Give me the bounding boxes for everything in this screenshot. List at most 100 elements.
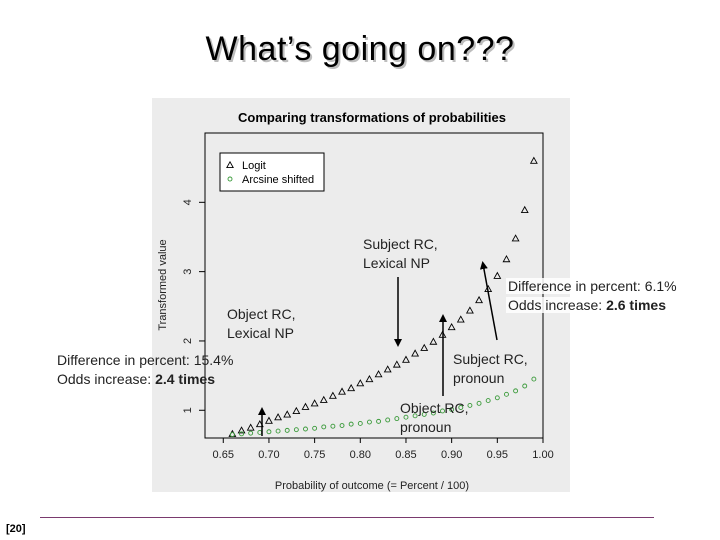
arcsine-point xyxy=(449,407,455,413)
y-tick-label: 3 xyxy=(182,269,194,275)
arcsine-point xyxy=(357,420,363,426)
arcsine-point xyxy=(522,383,528,389)
x-tick-label: 0.90 xyxy=(441,449,462,461)
left-diff-label: Difference in percent: 15.4% xyxy=(57,352,234,368)
annotation-subject-rc-lexical-np-text: Subject RC, Lexical NP xyxy=(363,236,438,271)
x-tick-label: 0.75 xyxy=(304,449,325,461)
axes: 0.65 0.70 0.75 0.80 0.85 0.90 0.95 1.00 1 2 3 4 xyxy=(182,199,554,461)
arcsine-point xyxy=(513,388,519,394)
left-odds-label: Odds increase: xyxy=(57,371,152,387)
arrow-right-diff xyxy=(479,261,498,341)
x-axis-label: Probability of outcome (= Percent / 100) xyxy=(275,480,469,492)
logit-point xyxy=(411,349,420,357)
y-tick-label: 1 xyxy=(182,407,194,413)
logit-point xyxy=(374,370,383,378)
logit-point xyxy=(383,365,392,373)
x-tick-label: 0.95 xyxy=(487,449,508,461)
annotation-subject-rc-lexical-np: Subject RC, Lexical NP xyxy=(363,235,438,273)
arcsine-point xyxy=(458,405,464,410)
logit-point xyxy=(429,337,438,345)
logit-point xyxy=(310,399,319,407)
series-arcsine-shifted xyxy=(229,376,537,437)
logit-point xyxy=(347,383,356,392)
arcsine-point xyxy=(403,414,409,420)
arcsine-point xyxy=(248,430,254,436)
arcsine-point xyxy=(531,376,537,382)
annotation-subject-rc-pronoun-text: Subject RC, pronoun xyxy=(453,351,528,386)
arcsine-point xyxy=(275,428,281,434)
legend-label: Arcsine shifted xyxy=(242,174,314,186)
logit-point xyxy=(319,395,328,403)
logit-point xyxy=(420,343,429,351)
footer-rule xyxy=(40,517,654,518)
arcsine-point xyxy=(412,413,418,419)
logit-point xyxy=(402,355,410,363)
arcsine-point xyxy=(330,423,336,429)
legend-label: Logit xyxy=(242,160,266,172)
logit-point xyxy=(511,234,520,242)
logit-point xyxy=(465,306,474,314)
x-tick-label: 0.85 xyxy=(395,449,416,461)
logit-point xyxy=(274,413,283,421)
legend: Logit Arcsine shifted xyxy=(219,152,325,192)
annotation-left-difference: Difference in percent: 15.4% Odds increa… xyxy=(57,351,233,389)
arcsine-point xyxy=(229,432,235,437)
slide-title: What’s going on??? xyxy=(205,30,515,68)
right-diff-label: Difference in percent: 6.1% xyxy=(506,278,679,294)
logit-point xyxy=(447,322,456,331)
logit-point xyxy=(502,255,511,263)
x-tick-label: 0.65 xyxy=(213,449,234,461)
arcsine-point xyxy=(385,417,391,423)
logit-point xyxy=(456,315,465,323)
logit-point xyxy=(301,402,310,410)
series-logit xyxy=(228,156,538,437)
right-odds-value: 2.6 times xyxy=(606,297,666,313)
arcsine-point xyxy=(467,402,473,408)
arcsine-point xyxy=(321,424,327,430)
logit-point xyxy=(264,416,273,424)
arcsine-point xyxy=(394,416,400,422)
annotation-object-rc-lexical-np: Object RC, Lexical NP xyxy=(227,305,295,343)
logit-point xyxy=(365,374,374,383)
page-number: [20] xyxy=(6,523,26,535)
logit-point xyxy=(328,391,337,399)
arcsine-point xyxy=(430,410,436,416)
arcsine-point xyxy=(485,398,491,404)
arcsine-point xyxy=(239,431,244,437)
legend-marker-logit xyxy=(226,160,234,169)
logit-point xyxy=(228,429,237,437)
y-tick-label: 4 xyxy=(182,199,194,205)
logit-point xyxy=(356,379,365,387)
arcsine-point xyxy=(312,425,318,431)
arcsine-point xyxy=(494,395,500,401)
logit-point xyxy=(493,271,502,279)
x-tick-label: 1.00 xyxy=(532,449,553,461)
logit-point xyxy=(475,295,484,304)
annotation-object-rc-pronoun: Object RC, pronoun xyxy=(400,399,468,437)
annotation-right-difference: Difference in percent: 6.1% Odds increas… xyxy=(506,277,679,315)
logit-point xyxy=(237,426,246,434)
x-tick-label: 0.80 xyxy=(350,449,371,461)
legend-marker-arcsine xyxy=(227,176,233,182)
arcsine-point xyxy=(440,408,445,414)
arcsine-point xyxy=(476,400,482,406)
annotation-object-rc-pronoun-text: Object RC, pronoun xyxy=(400,400,469,435)
arcsine-point xyxy=(376,418,382,424)
y-tick-label: 2 xyxy=(182,338,194,344)
arcsine-point xyxy=(284,427,290,433)
legend-box xyxy=(219,152,325,192)
arcsine-point xyxy=(266,429,272,435)
logit-point xyxy=(529,156,538,164)
arcsine-point xyxy=(293,427,299,433)
logit-point xyxy=(392,360,401,368)
arcsine-point xyxy=(366,419,372,425)
chart-title: Comparing transformations of probabiliti… xyxy=(238,110,506,125)
left-odds-value: 2.4 times xyxy=(155,371,215,387)
annotation-subject-rc-pronoun: Subject RC, pronoun xyxy=(453,350,528,388)
logit-point xyxy=(283,410,292,418)
x-tick-label: 0.70 xyxy=(258,449,279,461)
logit-point xyxy=(246,423,255,431)
arcsine-point xyxy=(421,411,427,417)
arcsine-point xyxy=(504,391,509,397)
